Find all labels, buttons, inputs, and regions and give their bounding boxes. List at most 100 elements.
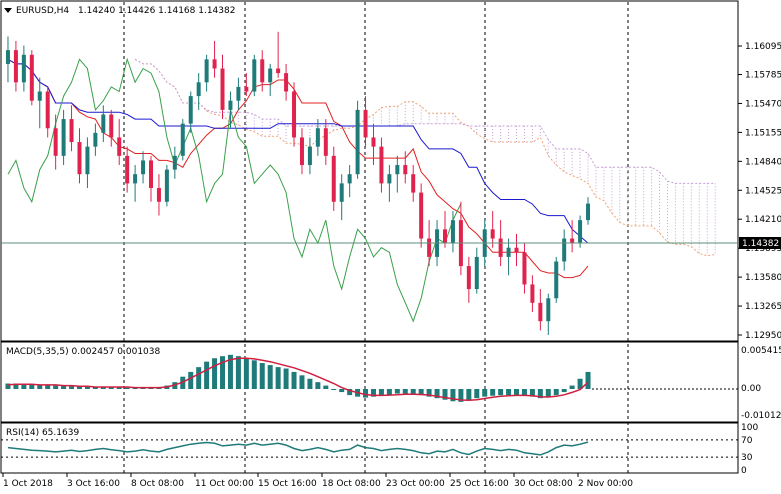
macd-bar — [251, 360, 257, 389]
macd-bar — [418, 389, 424, 396]
macd-bar — [108, 386, 114, 389]
current-price-tag — [739, 237, 781, 249]
candle-body — [506, 247, 511, 257]
candle-body — [77, 142, 82, 175]
time-tick-label: 3 Oct 16:00 — [67, 479, 120, 489]
candle-body — [387, 174, 392, 184]
macd-bar — [323, 385, 329, 389]
macd-bar — [521, 389, 527, 396]
rsi-tick-label: 0 — [741, 466, 747, 476]
candle-body — [323, 128, 328, 156]
macd-bar — [490, 389, 496, 396]
tenkan-sen-line — [7, 58, 589, 279]
candle-body — [21, 54, 26, 83]
candle-body — [292, 91, 297, 138]
chikou-span-line — [7, 57, 462, 323]
symbol-label: EURUSD,H4 — [16, 6, 69, 16]
macd-bar — [84, 386, 90, 389]
candle-body — [443, 229, 447, 244]
price-axis: 1.16095 1.15785 1.15470 1.15155 1.14840 1.145… — [738, 42, 781, 341]
candle-body — [180, 123, 185, 156]
macd-bar — [92, 386, 98, 389]
price-tick-label: 1.12950 — [745, 331, 781, 341]
time-tick-label: 18 Oct 08:00 — [322, 479, 381, 489]
macd-bar — [124, 387, 130, 389]
time-tick-label: 2 Nov 00:00 — [578, 479, 633, 489]
candle-body — [220, 68, 225, 110]
price-tick-label: 1.13265 — [745, 302, 781, 312]
candle-body — [411, 174, 416, 193]
macd-bar — [45, 384, 51, 389]
macd-bar — [474, 389, 480, 399]
macd-tick-label: 0.005415 — [741, 346, 781, 356]
candle-body — [347, 174, 352, 184]
candle-body — [149, 160, 153, 188]
candle-body — [339, 183, 344, 202]
candle-body — [133, 174, 138, 184]
price-tick-label: 1.15785 — [745, 71, 781, 81]
time-tick-label: 8 Oct 08:00 — [131, 479, 184, 489]
macd-tick-label: 0.00 — [741, 384, 761, 394]
time-tick-label: 25 Oct 16:00 — [450, 479, 509, 489]
candle-body — [363, 109, 368, 138]
candle-body — [109, 114, 114, 138]
time-tick-label: 15 Oct 16:00 — [258, 479, 317, 489]
macd-bar — [196, 367, 202, 389]
macd-tick-label: -0.010129 — [741, 411, 781, 421]
macd-bar — [426, 389, 432, 397]
macd-bar — [243, 358, 249, 389]
price-tick-label: 1.14525 — [745, 186, 781, 196]
candle-body — [252, 59, 257, 92]
time-tick-label: 23 Oct 00:00 — [386, 479, 445, 489]
candle-body — [586, 203, 591, 221]
rsi-tick-label: 100 — [741, 423, 758, 433]
macd-indicator: 0.005415 0.00 -0.010129 — [5, 346, 781, 421]
candle-body — [29, 54, 34, 101]
macd-bar — [227, 354, 233, 389]
macd-bar — [458, 389, 464, 402]
price-tick-label: 1.13895 — [745, 244, 781, 254]
candle-body — [315, 128, 320, 147]
macd-bar — [307, 378, 313, 389]
symbol-dropdown-icon[interactable] — [4, 8, 12, 13]
macd-bar — [339, 389, 345, 393]
macd-bar — [577, 378, 583, 389]
candle-body — [13, 50, 18, 83]
price-tick-label: 1.16095 — [745, 42, 781, 52]
macd-bar — [569, 385, 575, 389]
macd-bar — [585, 371, 591, 389]
macd-bar — [498, 389, 504, 396]
macd-bar — [13, 383, 19, 389]
candle-body — [427, 238, 432, 257]
macd-bar — [37, 384, 43, 389]
macd-bar — [331, 389, 337, 390]
candle-body — [85, 146, 90, 175]
senkou-span-b — [134, 58, 716, 184]
candle-body — [69, 119, 74, 143]
macd-bar — [267, 365, 273, 389]
senkou-span-a — [134, 58, 716, 257]
candle-body — [299, 137, 304, 166]
candle-body — [244, 86, 249, 92]
candle-body — [93, 132, 98, 147]
candle-body — [474, 256, 479, 290]
macd-bar — [204, 361, 210, 389]
candle-body — [307, 146, 312, 166]
macd-bar — [370, 389, 376, 397]
time-tick-label: 1 Oct 2018 — [3, 479, 53, 489]
candle-body — [188, 96, 193, 124]
macd-bar — [394, 389, 400, 394]
candle-body — [37, 91, 42, 101]
time-tick-label: 30 Oct 08:00 — [514, 479, 573, 489]
macd-bar — [291, 371, 297, 389]
macd-bar — [514, 389, 520, 396]
candle-body — [61, 119, 66, 156]
candle-body — [53, 128, 58, 156]
macd-label: MACD(5,35,5) 0.002457 0.001038 — [6, 347, 161, 357]
macd-bar — [53, 385, 59, 389]
macd-bar — [235, 356, 241, 389]
price-tick-label: 1.15470 — [745, 99, 781, 109]
macd-bar — [116, 386, 122, 389]
rsi-label: RSI(14) 65.1639 — [6, 428, 79, 438]
